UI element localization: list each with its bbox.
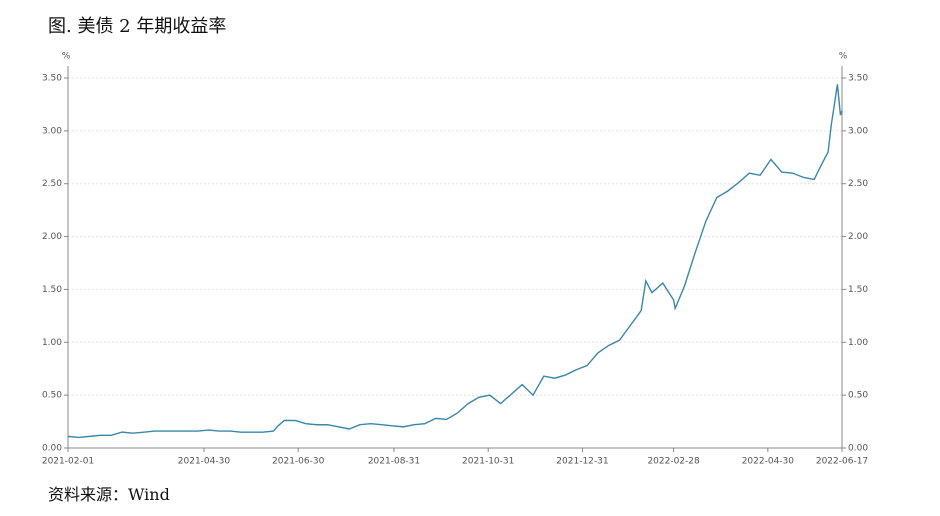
- y2-tick-label: 3.50: [848, 74, 868, 84]
- x-tick-label: 2022-04-30: [742, 457, 795, 467]
- chart-title: 图. 美债 2 年期收益率: [48, 16, 226, 37]
- x-tick-label: 2021-10-31: [462, 457, 514, 467]
- y2-tick-label: 1.50: [848, 285, 868, 295]
- y-unit: %: [62, 52, 71, 62]
- y2-tick-label: 2.50: [848, 179, 868, 189]
- x-tick-label: 2022-02-28: [647, 457, 700, 467]
- y-tick-label: 2.00: [42, 232, 62, 242]
- y-tick-label: 3.50: [42, 74, 62, 84]
- y-tick-label: 0.00: [42, 444, 62, 454]
- x-tick-label: 2021-02-01: [42, 457, 94, 467]
- y-tick-label: 1.00: [42, 338, 62, 348]
- x-tick-label: 2021-04-30: [178, 457, 231, 467]
- y-tick-label: 3.00: [42, 126, 62, 136]
- y-tick-label: 2.50: [42, 179, 62, 189]
- y-tick-label: 1.50: [42, 285, 62, 295]
- y2-tick-label: 3.00: [848, 126, 868, 136]
- y2-unit: %: [839, 52, 848, 62]
- y2-tick-label: 0.50: [848, 391, 868, 401]
- y2-tick-label: 1.00: [848, 338, 868, 348]
- x-tick-label: 2021-12-31: [556, 457, 608, 467]
- y-tick-label: 0.50: [42, 391, 62, 401]
- source-note: 资料来源：Wind: [48, 485, 170, 504]
- x-tick-label: 2022-06-17: [816, 457, 868, 467]
- y2-tick-label: 2.00: [848, 232, 868, 242]
- x-tick-label: 2021-08-31: [368, 457, 420, 467]
- line-series: [67, 84, 843, 439]
- y2-tick-label: 0.00: [848, 444, 868, 454]
- x-tick-label: 2021-06-30: [272, 457, 325, 467]
